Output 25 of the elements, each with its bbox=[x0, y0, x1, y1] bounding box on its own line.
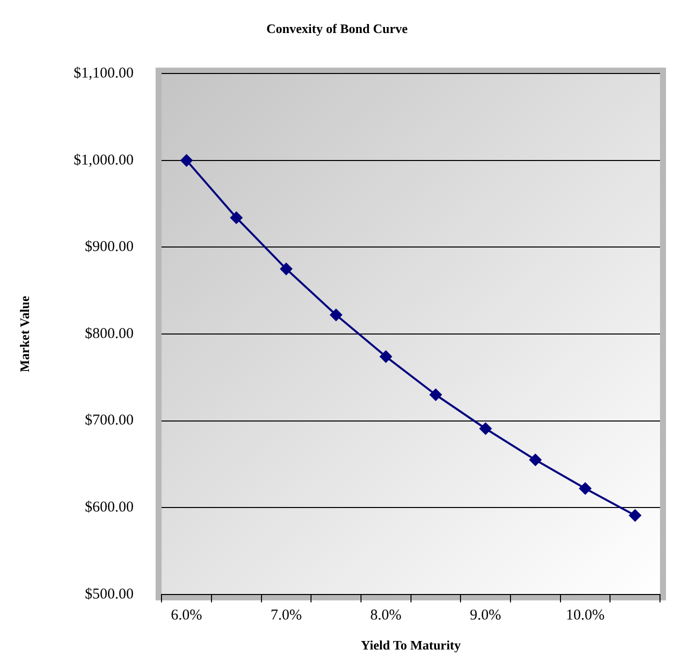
y-tick-label: $1,000.00 bbox=[74, 152, 134, 168]
point bbox=[180, 154, 193, 166]
y-tick-label: $1,100.00 bbox=[74, 66, 134, 82]
point bbox=[280, 262, 292, 275]
point bbox=[480, 422, 492, 435]
point bbox=[529, 454, 542, 466]
point bbox=[380, 350, 392, 363]
x-tick-label: 8.0% bbox=[370, 607, 402, 624]
chart-title: Convexity of Bond Curve bbox=[266, 21, 408, 36]
x-axis-title: Yield To Maturity bbox=[360, 638, 462, 653]
y-axis-title: Market Value bbox=[17, 296, 32, 372]
x-tick-label: 6.0% bbox=[170, 607, 202, 624]
point bbox=[330, 308, 342, 321]
y-tick-label: $800.00 bbox=[84, 326, 134, 342]
x-tick-label: 9.0% bbox=[470, 607, 502, 624]
x-tick-label: 10.0% bbox=[566, 607, 605, 624]
y-tick-label: $900.00 bbox=[84, 239, 134, 256]
x-tick-label: 7.0% bbox=[270, 607, 302, 624]
point bbox=[579, 482, 592, 495]
point bbox=[230, 212, 242, 224]
y-tick-label: $700.00 bbox=[84, 412, 134, 429]
point bbox=[430, 388, 442, 401]
point bbox=[629, 509, 642, 522]
y-tick-label: $500.00 bbox=[84, 586, 134, 602]
y-tick-label: $600.00 bbox=[84, 500, 134, 516]
